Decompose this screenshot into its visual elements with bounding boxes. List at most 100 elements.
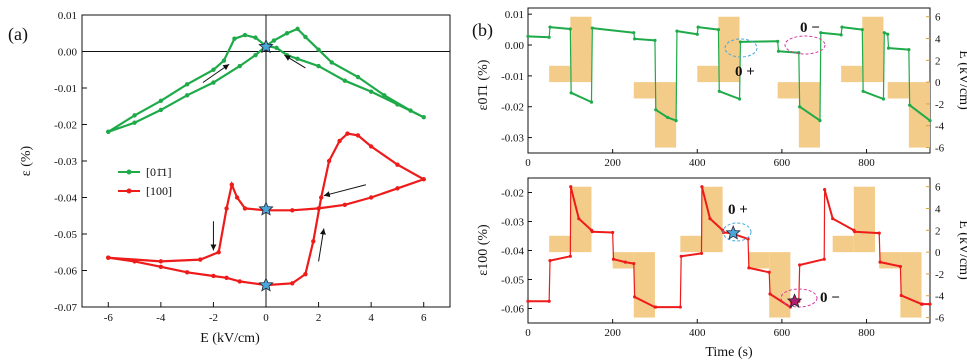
annotation-ellipse-blue-top xyxy=(724,38,758,58)
field-pulse-bar xyxy=(680,235,702,253)
strain-jump xyxy=(548,27,551,38)
panel-b-bottom-data xyxy=(526,185,932,309)
data-point xyxy=(184,270,190,275)
x-tick-label: 200 xyxy=(604,157,621,169)
strain-point xyxy=(633,37,637,41)
y-tick-label: -0.06 xyxy=(501,304,524,316)
data-point xyxy=(290,208,295,213)
y-tick-label: -0.01 xyxy=(501,71,524,83)
strain-point xyxy=(548,25,552,29)
strain-jump xyxy=(590,28,593,103)
panel-b-bottom-y2label: E (kV/cm) xyxy=(956,220,967,280)
data-point xyxy=(319,195,324,200)
data-point xyxy=(274,45,279,51)
data-point xyxy=(316,47,321,52)
data-point xyxy=(224,206,229,211)
field-pulse-bar xyxy=(549,65,571,83)
strain-jump xyxy=(853,229,856,232)
strain-jump xyxy=(738,41,742,100)
strain-segment xyxy=(862,90,884,100)
x-tick-label: -4 xyxy=(156,312,166,324)
data-point xyxy=(216,250,221,255)
data-point xyxy=(106,129,111,134)
data-point xyxy=(242,32,248,38)
x-tick-label: 4 xyxy=(368,312,374,324)
data-point xyxy=(229,182,235,187)
field-pulse-bar xyxy=(769,252,791,318)
x-tick-label: 600 xyxy=(774,327,791,339)
field-pulse-bar xyxy=(718,16,740,83)
strain-jump xyxy=(861,29,864,92)
strain-point xyxy=(679,254,683,258)
strain-jump xyxy=(819,32,822,121)
strain-jump xyxy=(679,256,682,308)
strain-point xyxy=(623,260,627,264)
panel-b-bottom-ylabel: ε100 (%) xyxy=(476,224,491,276)
panel-a-y-ticks: 0.01 0.00 -0.01 -0.02 -0.03 -0.04 -0.05 -0.06 -0… xyxy=(54,10,87,314)
state-star xyxy=(258,38,274,54)
panel-b-top-frame xyxy=(527,7,931,154)
y2-tick-label: 0 xyxy=(935,247,941,259)
strain-jump xyxy=(654,40,657,110)
strain-jump xyxy=(633,32,636,39)
data-point xyxy=(253,52,258,58)
state-star xyxy=(258,201,274,216)
x-tick-label: 400 xyxy=(689,327,706,339)
y-tick-label: 0.01 xyxy=(58,10,77,22)
strain-segment xyxy=(634,296,656,308)
strain-jump xyxy=(887,34,890,49)
strain-segment xyxy=(820,31,842,36)
legend-red-marker xyxy=(126,188,132,194)
data-point xyxy=(337,138,342,144)
strain-segment xyxy=(570,91,592,104)
strain-segment xyxy=(748,266,770,274)
strain-segment xyxy=(549,255,571,262)
panel-a: (a) E (kV/cm) ε (%) -6 -4 -2 0 2 4 6 0.01 0.00 -… xyxy=(8,10,451,346)
strain-point xyxy=(569,185,573,189)
strain-point xyxy=(526,299,530,303)
y-tick-label: -0.05 xyxy=(54,229,77,241)
data-point xyxy=(184,82,190,87)
panel-a-xlabel: E (kV/cm) xyxy=(200,331,260,346)
strain-jump xyxy=(840,27,843,35)
y2-tick-label: 2 xyxy=(935,55,941,67)
strain-point xyxy=(611,230,615,235)
field-pulse-bar xyxy=(549,235,571,253)
panel-b-top: (b) ε01̄1 (%) E (kV/cm) 0 200 400 600 800 0.… xyxy=(472,7,967,169)
strain-jump xyxy=(908,49,911,106)
x-tick-label: -6 xyxy=(104,312,114,324)
field-pulse-bar xyxy=(841,65,863,83)
y-tick-label: -0.03 xyxy=(501,217,524,229)
strain-jump xyxy=(768,272,771,295)
strain-segment xyxy=(799,258,825,266)
data-point xyxy=(232,36,237,41)
data-point xyxy=(106,255,111,260)
x-tick-label: 2 xyxy=(316,312,322,324)
direction-arrow xyxy=(202,63,230,83)
field-pulse-bar xyxy=(612,252,634,269)
data-point xyxy=(284,31,290,36)
annotation-zero-minus-bottom: 0 − xyxy=(820,290,840,306)
panel-a-legend: [01̄1] [100] xyxy=(118,165,172,198)
strain-point xyxy=(831,217,835,221)
data-point xyxy=(368,144,374,149)
x-tick-label: 800 xyxy=(858,327,875,339)
panel-b-bottom-x-ticks: 0 200 400 600 800 xyxy=(525,319,875,339)
strain-point xyxy=(700,185,704,189)
data-point xyxy=(395,162,400,167)
data-point xyxy=(368,195,374,200)
data-point xyxy=(408,108,413,113)
strain-segment xyxy=(909,104,931,122)
data-point xyxy=(355,133,361,138)
strain-point xyxy=(928,119,932,123)
strain-segment xyxy=(681,252,702,258)
field-pulse-bar xyxy=(832,235,854,253)
strain-segment xyxy=(676,30,698,36)
x-tick-label: 200 xyxy=(604,327,621,339)
data-point xyxy=(211,273,216,279)
data-point xyxy=(342,78,348,83)
panel-b-top-data xyxy=(526,25,932,123)
data-point xyxy=(198,257,203,262)
data-point xyxy=(158,98,164,103)
annotation-ellipse-pink-top xyxy=(784,35,826,55)
